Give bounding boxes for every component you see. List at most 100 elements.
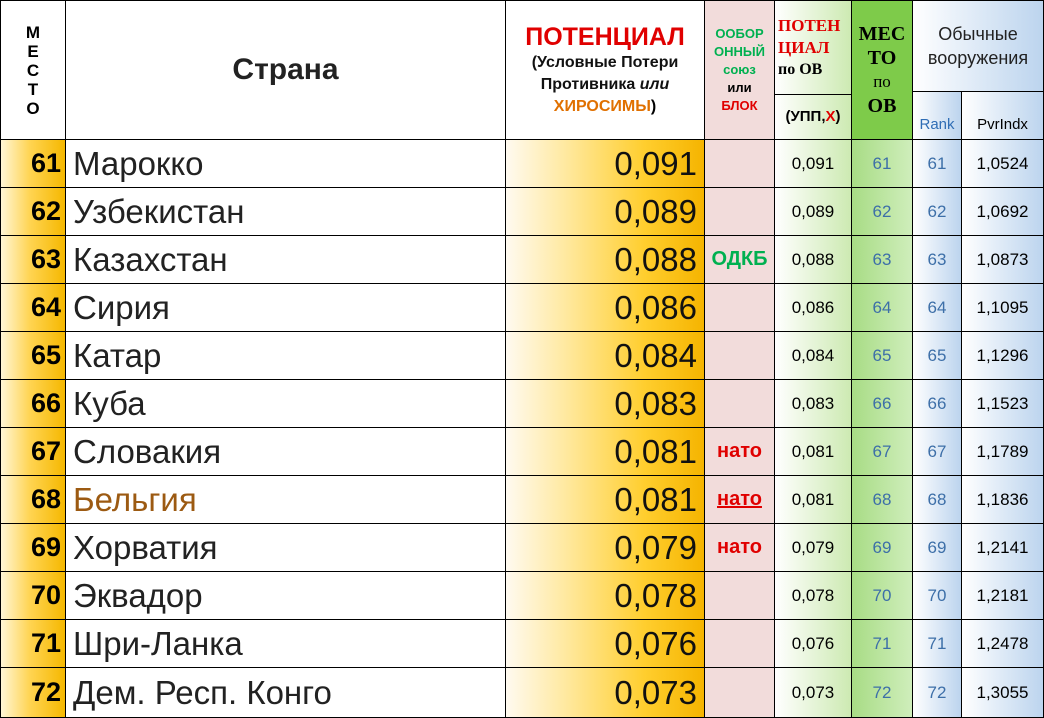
pvrindx-cell: 1,1095 (962, 284, 1044, 332)
place-cell: 62 (0, 188, 66, 236)
pvrindx-cell-value: 1,1789 (976, 441, 1029, 461)
ov-potential-cell-value: 0,078 (791, 585, 835, 605)
pvrindx-cell: 1,2141 (962, 524, 1044, 572)
header-conv-line1: Обычные (938, 24, 1018, 44)
pvrindx-cell: 1,3055 (962, 668, 1044, 718)
pvrindx-cell: 1,0692 (962, 188, 1044, 236)
place-cell: 72 (0, 668, 66, 718)
country-cell-value: Дем. Респ. Конго (73, 673, 332, 711)
rank-cell-value: 70 (927, 585, 947, 605)
potential-cell-value: 0,073 (614, 673, 697, 711)
potential-cell-value: 0,089 (614, 192, 697, 230)
place-cell-value: 68 (30, 484, 61, 514)
place-cell: 71 (0, 620, 66, 668)
place-cell: 65 (0, 332, 66, 380)
ov-potential-cell-value: 0,081 (791, 441, 835, 461)
potential-cell-value: 0,081 (614, 480, 697, 518)
bloc-cell (705, 332, 775, 380)
pvrindx-cell: 1,2478 (962, 620, 1044, 668)
place-cell-value: 64 (30, 292, 61, 322)
pvrindx-cell-value: 1,1095 (976, 297, 1029, 317)
place-cell-value: 65 (30, 340, 61, 370)
header-potential-or: или (639, 76, 670, 93)
pvrindx-cell: 1,1296 (962, 332, 1044, 380)
ov-potential-cell: 0,089 (775, 188, 852, 236)
pvrindx-cell-value: 1,2181 (976, 585, 1029, 605)
header-ov-unit: (УПП,Х) (775, 95, 852, 140)
header-potential-sub1: (Условные Потери (531, 54, 679, 71)
header-bloc-line3: союз (723, 62, 756, 77)
ov-potential-cell: 0,079 (775, 524, 852, 572)
place-cell: 67 (0, 428, 66, 476)
rank-cell-value: 71 (927, 633, 947, 653)
header-potential: ПОТЕНЦИАЛ (Условные Потери Противника ил… (506, 0, 705, 140)
potential-cell-value: 0,079 (614, 528, 697, 566)
mesto-cell: 65 (852, 332, 913, 380)
pvrindx-cell-value: 1,0692 (976, 201, 1029, 221)
header-country: Страна (66, 0, 506, 140)
ov-potential-cell: 0,083 (775, 380, 852, 428)
header-ov-line3: по ОВ (778, 60, 823, 78)
header-potential-hiroshima: ХИРОСИМЫ (553, 98, 651, 115)
country-cell: Эквадор (66, 572, 506, 620)
place-cell: 69 (0, 524, 66, 572)
mesto-cell: 68 (852, 476, 913, 524)
ov-potential-cell: 0,084 (775, 332, 852, 380)
rank-cell-value: 65 (927, 345, 947, 365)
mesto-cell: 71 (852, 620, 913, 668)
header-mesto-line3: по (873, 72, 891, 91)
place-cell-value: 63 (30, 244, 61, 274)
potential-cell: 0,079 (506, 524, 705, 572)
bloc-cell: нато (705, 428, 775, 476)
rank-cell: 65 (913, 332, 962, 380)
country-cell-value: Казахстан (73, 240, 228, 278)
rank-cell-value: 64 (927, 297, 947, 317)
header-place-letter: Е (27, 41, 39, 61)
mesto-cell-value: 63 (872, 249, 892, 269)
potential-cell: 0,076 (506, 620, 705, 668)
ov-potential-cell-value: 0,088 (791, 249, 835, 269)
header-bloc-line4: или (727, 80, 752, 95)
potential-cell-value: 0,091 (614, 144, 697, 182)
ov-potential-cell-value: 0,089 (791, 201, 835, 221)
bloc-cell (705, 620, 775, 668)
mesto-cell: 72 (852, 668, 913, 718)
ov-potential-cell: 0,088 (775, 236, 852, 284)
place-cell-value: 71 (30, 628, 61, 658)
rank-cell: 63 (913, 236, 962, 284)
header-conventional: Обычные вооружения (913, 0, 1044, 92)
potential-cell-value: 0,078 (614, 576, 697, 614)
rank-cell: 70 (913, 572, 962, 620)
mesto-cell-value: 64 (872, 297, 892, 317)
country-cell: Шри-Ланка (66, 620, 506, 668)
ov-potential-cell-value: 0,076 (791, 633, 835, 653)
potential-cell: 0,081 (506, 428, 705, 476)
mesto-cell-value: 69 (872, 537, 892, 557)
header-ov-unit-a: (УПП, (785, 108, 826, 125)
pvrindx-cell: 1,1836 (962, 476, 1044, 524)
bloc-cell-value: нато (717, 536, 762, 558)
header-bloc-line2: ОННЫЙ (714, 44, 765, 59)
header-pvr-label: PvrIndx (977, 116, 1028, 133)
mesto-cell-value: 61 (872, 153, 892, 173)
place-cell-value: 72 (30, 677, 61, 707)
country-cell: Казахстан (66, 236, 506, 284)
potential-cell: 0,084 (506, 332, 705, 380)
bloc-cell: нато (705, 524, 775, 572)
rank-cell-value: 61 (927, 153, 947, 173)
header-potential-sub3: ХИРОСИМЫ) (554, 96, 656, 118)
place-cell-value: 69 (30, 532, 61, 562)
country-cell: Катар (66, 332, 506, 380)
country-cell: Хорватия (66, 524, 506, 572)
rank-cell: 67 (913, 428, 962, 476)
ov-potential-cell-value: 0,091 (791, 153, 835, 173)
pvrindx-cell-value: 1,1836 (976, 489, 1029, 509)
potential-cell: 0,081 (506, 476, 705, 524)
ov-potential-cell: 0,086 (775, 284, 852, 332)
bloc-cell-value: нато (717, 440, 762, 462)
bloc-cell (705, 284, 775, 332)
country-cell: Узбекистан (66, 188, 506, 236)
bloc-cell (705, 188, 775, 236)
header-rank: Rank (913, 92, 962, 140)
